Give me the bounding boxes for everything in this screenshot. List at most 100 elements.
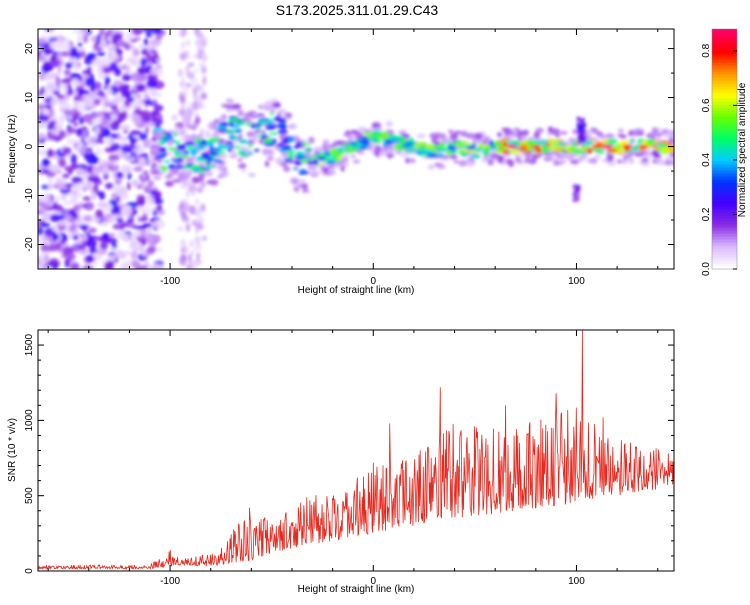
heat-cell: [167, 164, 177, 170]
heat-cell: [200, 92, 208, 100]
colorbar-band: [712, 161, 737, 165]
heat-cell-peak: [506, 145, 517, 149]
heat-cell: [207, 122, 214, 128]
heat-cell: [284, 115, 292, 119]
heat-cell: [78, 147, 87, 155]
heat-cell: [149, 139, 160, 147]
heat-cell: [147, 179, 155, 188]
heat-cell: [97, 113, 105, 119]
heat-cell: [194, 198, 200, 205]
heat-cell: [458, 159, 468, 167]
heat-cell: [340, 165, 345, 172]
heat-cell: [142, 138, 151, 149]
heat-cell: [446, 150, 452, 156]
heat-cell: [577, 125, 582, 130]
heat-cell: [580, 118, 585, 123]
heat-cell: [87, 235, 98, 241]
heat-cell: [501, 127, 511, 132]
heat-cell: [41, 222, 51, 228]
heat-cell: [182, 202, 191, 212]
heat-cell: [44, 88, 51, 95]
spectrogram-noise-cells: [38, 29, 208, 269]
heat-cell: [45, 42, 50, 48]
heat-cell: [584, 129, 594, 135]
heat-cell: [189, 148, 200, 152]
heat-cell: [180, 42, 184, 53]
heat-cell: [38, 70, 46, 81]
heat-cell: [104, 261, 114, 269]
heat-cell: [112, 223, 124, 230]
heat-cell: [263, 137, 273, 144]
colorbar-band: [712, 245, 737, 249]
heat-cell: [581, 134, 586, 139]
heat-cell: [395, 143, 402, 149]
heat-cell: [140, 160, 147, 167]
heat-cell: [419, 144, 425, 148]
heat-cell: [41, 158, 51, 168]
heat-cell: [602, 139, 609, 145]
colorbar-band: [712, 77, 737, 81]
heat-cell: [185, 189, 190, 198]
heat-cell: [405, 157, 411, 164]
heat-cell: [135, 93, 142, 100]
heat-cell: [138, 44, 145, 49]
heat-cell: [232, 140, 238, 145]
heat-cell: [618, 128, 624, 133]
heat-cell: [269, 112, 274, 115]
heat-cell: [86, 135, 98, 142]
heat-cell: [93, 261, 98, 266]
heat-cell: [215, 125, 226, 130]
heat-cell: [77, 87, 83, 98]
heat-cell: [68, 57, 78, 62]
heat-cell: [77, 42, 83, 48]
heat-cell: [115, 93, 120, 100]
heat-cell: [194, 220, 203, 225]
heat-cell: [187, 136, 194, 143]
colorbar-band: [712, 233, 737, 237]
heat-cell: [201, 36, 208, 41]
heat-cell: [266, 155, 274, 161]
heat-cell: [160, 166, 168, 172]
heat-cell: [606, 148, 618, 153]
heat-cell: [108, 217, 115, 224]
heat-cell: [188, 253, 192, 264]
heat-cell: [70, 262, 80, 269]
heat-cell: [40, 242, 48, 253]
colorbar-band: [712, 38, 737, 42]
heat-cell: [120, 206, 133, 217]
heat-cell: [99, 29, 105, 34]
heat-cell: [641, 157, 649, 163]
heat-cell: [105, 113, 110, 120]
heat-cell: [240, 149, 247, 155]
heat-cell: [140, 110, 151, 118]
heat-cell: [621, 158, 628, 164]
heat-cell: [143, 38, 149, 46]
heat-cell: [131, 260, 141, 269]
heat-cell: [82, 69, 92, 75]
colorbar-band: [712, 224, 737, 228]
heat-cell: [294, 161, 302, 166]
heat-cell: [48, 133, 57, 140]
heat-cell: [50, 54, 57, 63]
heat-cell: [522, 152, 530, 157]
heat-cell: [427, 164, 435, 170]
heat-cell: [533, 131, 541, 139]
heat-cell: [47, 202, 53, 207]
heat-cell: [453, 130, 462, 135]
heat-cell: [223, 145, 233, 149]
heat-cell: [150, 144, 159, 150]
heat-cell: [277, 118, 284, 123]
colorbar-tick-label: 0.8: [701, 43, 712, 57]
heat-cell: [43, 29, 55, 32]
heat-cell: [349, 129, 359, 135]
heat-cell: [116, 171, 124, 179]
heat-cell: [493, 141, 503, 147]
colorbar-band: [712, 251, 737, 255]
heat-cell: [108, 50, 113, 60]
heat-cell: [177, 172, 186, 177]
heat-cell: [278, 143, 283, 147]
colorbar-band: [712, 257, 737, 261]
heat-cell: [447, 141, 455, 147]
colorbar-band: [712, 230, 737, 234]
heat-cell: [582, 130, 587, 135]
